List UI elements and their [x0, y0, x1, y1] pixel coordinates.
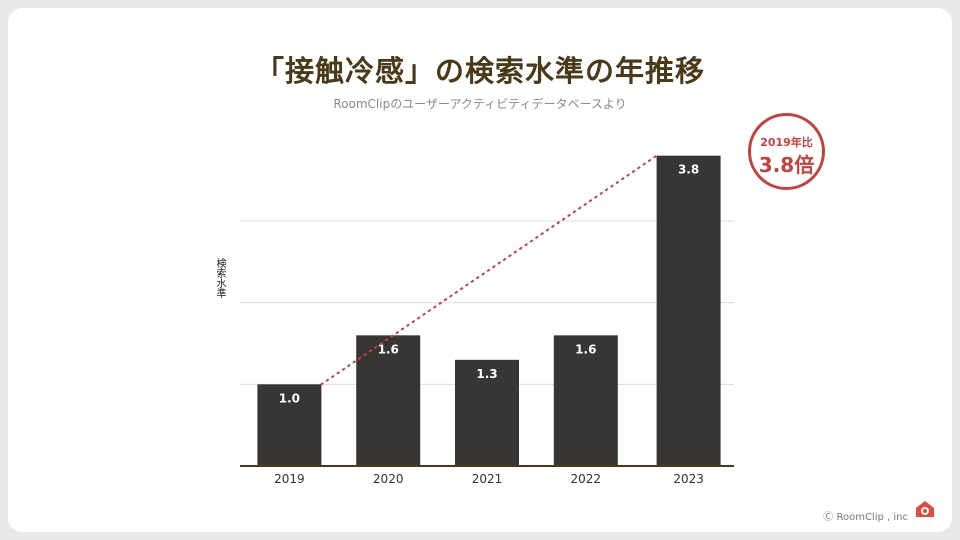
bar: [356, 335, 421, 466]
x-tick-label: 2021: [472, 472, 503, 486]
x-tick-label: 2022: [571, 472, 602, 486]
trend-line: [320, 154, 658, 386]
bar-value-label: 1.6: [575, 342, 596, 356]
bar-value-label: 1.0: [279, 391, 300, 405]
y-axis-label: 検索水準: [214, 258, 225, 298]
x-tick-label: 2019: [274, 472, 305, 486]
bar: [656, 155, 721, 466]
bar-value-label: 1.3: [476, 367, 497, 381]
x-tick-label: 2020: [373, 472, 404, 486]
bar: [553, 335, 618, 466]
growth-badge: 2019年比 3.8倍: [748, 113, 825, 190]
chart-subtitle: RoomClipのユーザーアクティビティデータベースより: [333, 97, 627, 111]
bar: [455, 359, 519, 466]
bar-value-label: 3.8: [678, 163, 699, 177]
roomclip-logo-icon: [916, 501, 934, 517]
chart-title: 「接触冷感」の検索水準の年推移: [254, 54, 705, 88]
copyright-text: Ⓒ RoomClip , inc: [823, 512, 908, 523]
x-tick-label: 2023: [673, 472, 704, 486]
bar: [257, 384, 322, 466]
badge-value: 3.8倍: [758, 153, 815, 177]
bar-value-label: 1.6: [378, 342, 399, 356]
badge-caption: 2019年比: [760, 136, 813, 149]
